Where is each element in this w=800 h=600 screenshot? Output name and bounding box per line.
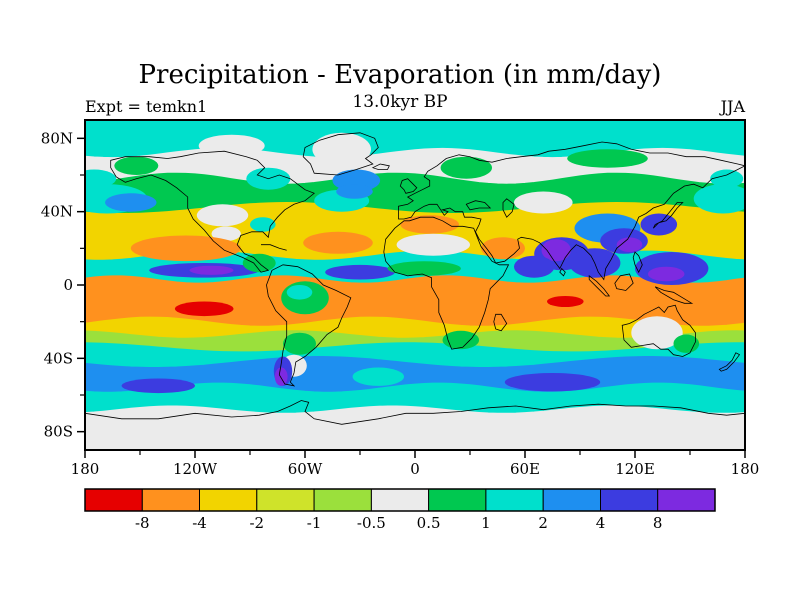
lat-tick-label: 40N [41, 203, 73, 221]
lon-tick-label: 120W [173, 460, 218, 478]
colorbar: -8 -4 -2 -1 -0.5 0.5 1 2 4 8 [84, 488, 716, 532]
colorbar-cell [370, 488, 430, 512]
axis-ticks: 80N 40N 0 40S 80S 180 120W 60W 0 60E 120E 180 [41, 129, 760, 478]
experiment-label: Expt = temkn1 [85, 97, 208, 116]
colorbar-tick-label: 4 [596, 514, 606, 532]
colorbar-tick-label: 1 [481, 514, 491, 532]
colorbar-tick-label: 8 [653, 514, 663, 532]
colorbar-cell [600, 488, 659, 512]
colorbar-cell [199, 488, 258, 512]
colorbar-cell [141, 488, 201, 512]
colorbar-tick-label: 2 [538, 514, 548, 532]
lon-tick-label: 60W [288, 460, 323, 478]
lon-tick-label: 120E [615, 460, 655, 478]
colorbar-tick-label: -4 [192, 514, 207, 532]
colorbar-tick-label: -1 [307, 514, 322, 532]
colorbar-cell [428, 488, 487, 512]
lon-tick-label: 0 [410, 460, 420, 478]
coastlines [85, 132, 745, 450]
colorbar-cell [256, 488, 315, 512]
lat-tick-label: 80N [41, 129, 73, 147]
colorbar-tick-label: -8 [135, 514, 150, 532]
colorbar-tick-label: 0.5 [417, 514, 441, 532]
chart-subtitle: 13.0kyr BP [352, 92, 448, 112]
colorbar-tick-label: -0.5 [357, 514, 386, 532]
colorbar-cell [485, 488, 544, 512]
chart-title: Precipitation - Evaporation (in mm/day) [138, 60, 662, 90]
lon-tick-label: 60E [510, 460, 540, 478]
colorbar-tick-label: -2 [249, 514, 264, 532]
lat-tick-label: 0 [63, 276, 73, 294]
lon-tick-label: 180 [731, 460, 760, 478]
lon-tick-label: 180 [71, 460, 100, 478]
colorbar-cell [313, 488, 372, 512]
colorbar-cell [657, 488, 716, 512]
lat-tick-label: 40S [44, 349, 73, 367]
contour-field [85, 120, 745, 450]
colorbar-cell [542, 488, 602, 512]
colorbar-cell [84, 488, 143, 512]
season-label: JJA [720, 97, 745, 116]
lat-tick-label: 80S [44, 423, 73, 441]
